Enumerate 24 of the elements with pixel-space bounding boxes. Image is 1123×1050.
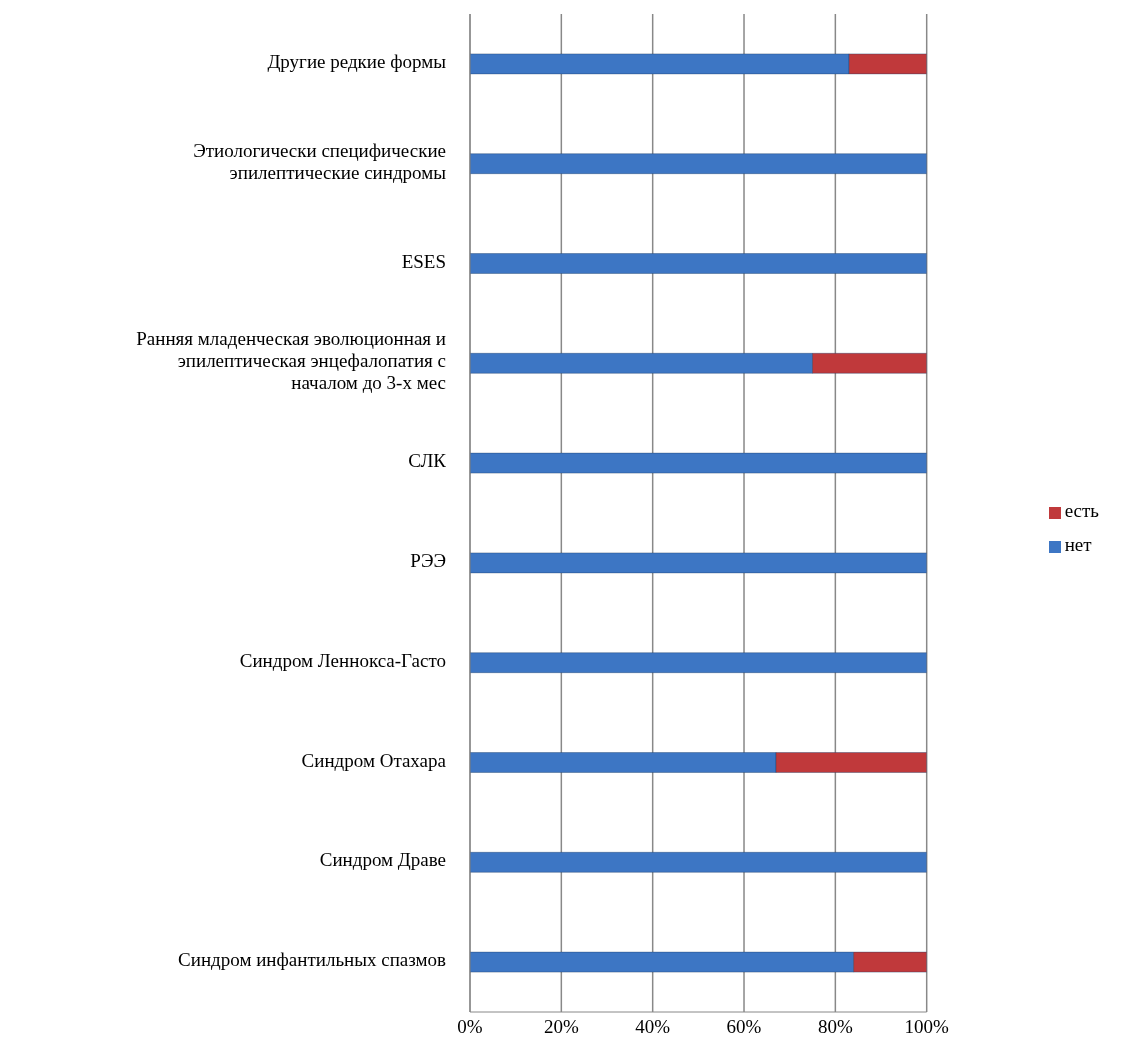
y-tick-label: Другие редкие формы (267, 51, 447, 73)
y-tick-label: Синдром инфантильных спазмов (178, 949, 447, 971)
y-tick-label: Синдром Отахара (301, 749, 447, 771)
x-tick-label: 40% (635, 1016, 671, 1038)
bar (470, 452, 927, 474)
bar (470, 652, 927, 674)
bar (470, 253, 927, 274)
x-tick-label: 80% (817, 1016, 853, 1038)
y-tick-label: Синдром Леннокса-Гасто (239, 650, 446, 672)
y-tick-label: Этиологически специфические эпилептические синдромы (193, 140, 447, 184)
y-tick-label: СЛК (408, 450, 447, 472)
bar (470, 552, 927, 574)
bar (470, 153, 927, 175)
x-tick-label: 60% (726, 1016, 762, 1038)
x-tick-label: 20% (543, 1016, 579, 1038)
bar (470, 851, 927, 873)
x-tick-label: 100% (904, 1016, 950, 1038)
y-tick-label: РЭЭ (410, 550, 446, 572)
y-tick-label: Ранняя младенческая эволюционная и эпилептическая энцефалопатия с началом до 3-х мес (136, 328, 446, 394)
x-tick-label: 0% (457, 1016, 483, 1038)
y-tick-label: ESES (401, 250, 446, 272)
legend-label: есть (1064, 500, 1099, 521)
y-tick-label: Синдром Драве (319, 849, 446, 871)
legend-label: нет (1064, 534, 1092, 555)
